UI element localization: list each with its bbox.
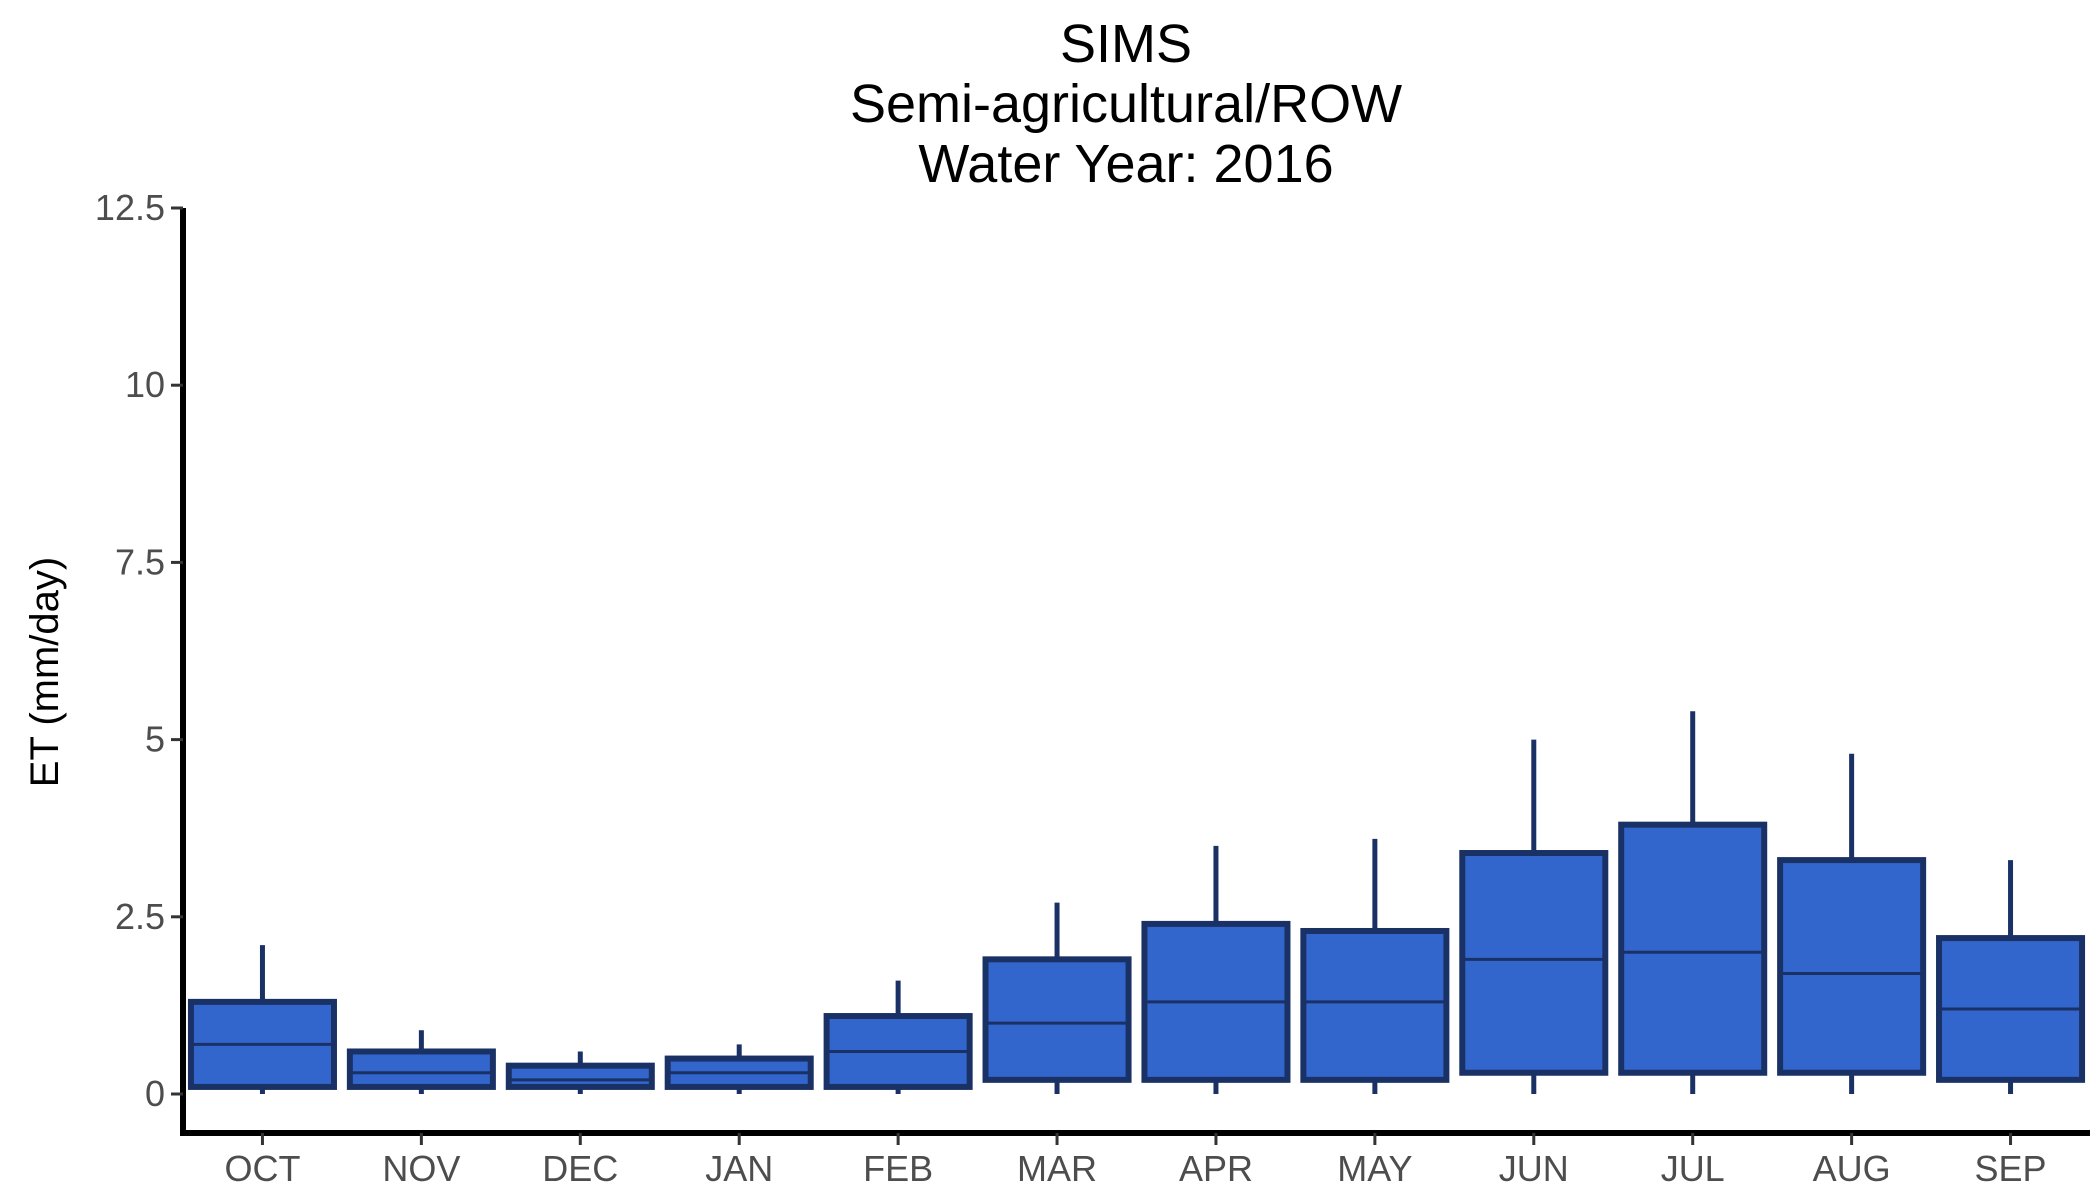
y-tick-label: 0: [145, 1073, 165, 1114]
x-tick-label: OCT: [224, 1148, 300, 1189]
box-body: [346, 1048, 496, 1090]
x-tick-label: DEC: [542, 1148, 618, 1189]
x-tick-label: MAY: [1337, 1148, 1412, 1189]
box-body: [982, 956, 1132, 1083]
box-jan: [664, 1044, 814, 1095]
chart-title-line-1: SIMS: [1060, 14, 1192, 74]
y-tick-label: 12.5: [95, 187, 165, 228]
box-may: [1300, 838, 1450, 1095]
chart-title-line-2: Semi-agricultural/ROW: [850, 74, 1402, 134]
y-axis-title: ET (mm/day): [23, 557, 67, 787]
box-body: [1618, 821, 1768, 1076]
x-tick-label: JAN: [705, 1148, 773, 1189]
x-tick-label: JUL: [1661, 1148, 1725, 1189]
box-oct: [187, 945, 337, 1095]
x-tick-label: JUN: [1499, 1148, 1569, 1189]
box-dec: [505, 1051, 655, 1095]
box-jul: [1618, 711, 1768, 1095]
box-feb: [823, 980, 973, 1095]
y-tick-label: 10: [125, 364, 165, 405]
y-tick-label: 7.5: [115, 541, 165, 582]
y-tick-label: 5: [145, 719, 165, 760]
box-mar: [982, 902, 1132, 1095]
y-tick-label: 2.5: [115, 896, 165, 937]
x-tick-label: AUG: [1813, 1148, 1891, 1189]
chart-title: SIMS Semi-agricultural/ROW Water Year: 2…: [850, 14, 1402, 194]
box-apr: [1141, 845, 1291, 1095]
box-body: [1459, 850, 1609, 1076]
box-sep: [1936, 860, 2086, 1095]
box-body: [1300, 927, 1450, 1083]
plot-area: [187, 711, 2086, 1095]
box-body: [505, 1062, 655, 1090]
x-axis: OCT NOV DEC JAN FEB MAR APR MAY JUN JUL AUG SEP: [180, 1130, 2090, 1189]
box-aug: [1777, 753, 1927, 1095]
box-jun: [1459, 739, 1609, 1095]
x-tick-label: MAR: [1017, 1148, 1097, 1189]
box-nov: [346, 1030, 496, 1095]
x-tick-label: APR: [1179, 1148, 1253, 1189]
x-tick-label: FEB: [863, 1148, 933, 1189]
x-tick-label: SEP: [1975, 1148, 2047, 1189]
x-tick-label: NOV: [382, 1148, 460, 1189]
box-body: [1777, 857, 1927, 1076]
chart-title-line-3: Water Year: 2016: [918, 134, 1333, 194]
y-axis: 0 2.5 5 7.5 10 12.5: [95, 187, 186, 1133]
